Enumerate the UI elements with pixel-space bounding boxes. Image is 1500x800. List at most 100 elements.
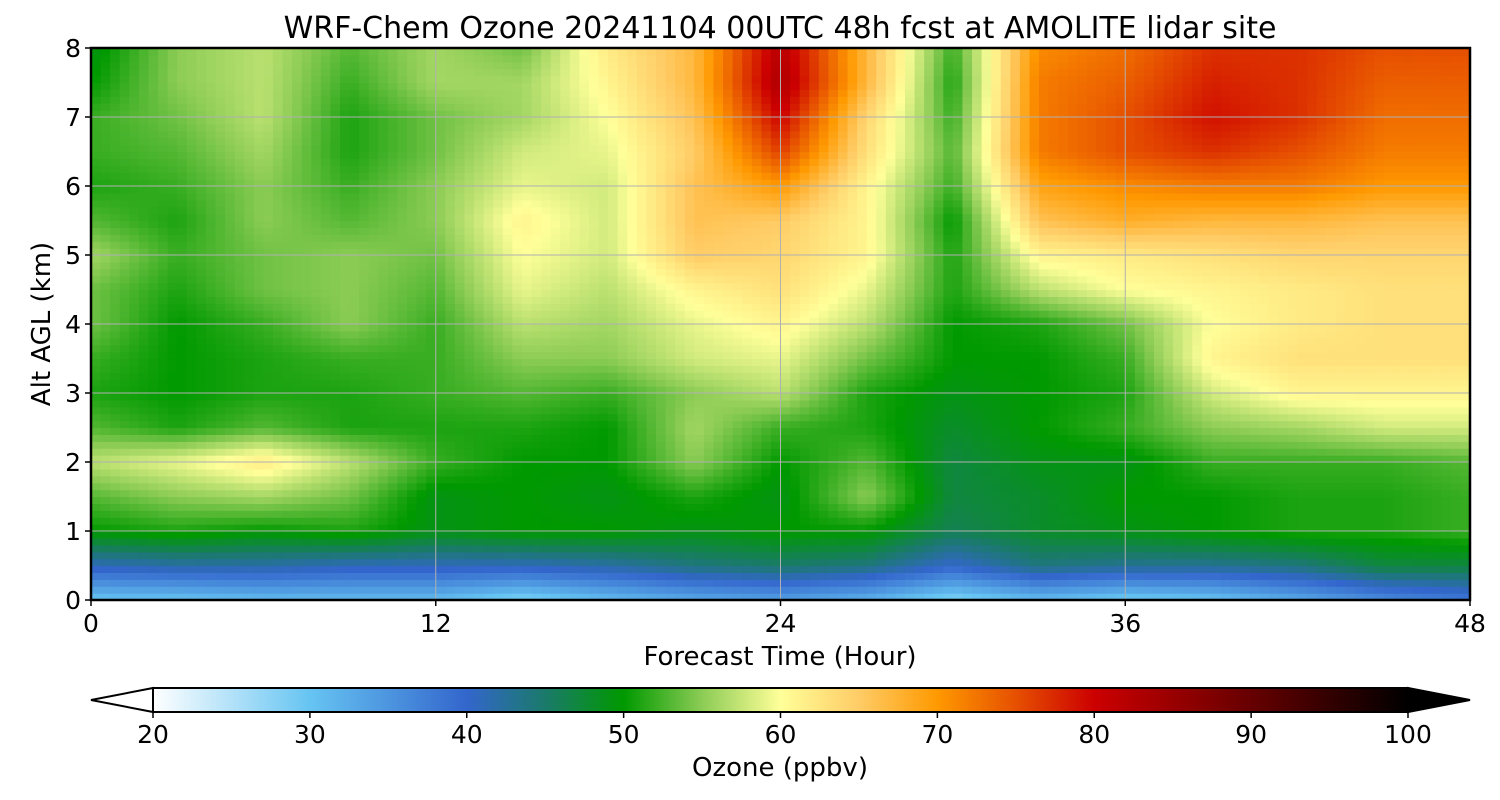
- heatmap-cell: [828, 475, 839, 484]
- heatmap-cell: [1221, 455, 1232, 463]
- heatmap-cell: [454, 462, 466, 470]
- heatmap-cell: [205, 379, 217, 387]
- heatmap-cell: [1316, 572, 1327, 580]
- heatmap-cell: [1058, 558, 1069, 567]
- heatmap-cell: [1134, 517, 1146, 525]
- heatmap-cell: [636, 358, 648, 366]
- heatmap-cell: [292, 482, 303, 491]
- heatmap-cell: [186, 565, 197, 573]
- heatmap-cell: [397, 517, 408, 525]
- heatmap-cell: [263, 434, 274, 442]
- heatmap-cell: [608, 420, 619, 429]
- heatmap-cell: [1106, 531, 1117, 539]
- heatmap-cell: [1402, 524, 1414, 532]
- heatmap-cell: [1335, 386, 1347, 394]
- heatmap-cell: [1048, 579, 1059, 587]
- heatmap-cell: [426, 448, 437, 456]
- heatmap-cell: [416, 551, 427, 560]
- heatmap-cell: [1335, 455, 1347, 463]
- heatmap-cell: [569, 482, 580, 491]
- heatmap-cell: [1086, 462, 1098, 470]
- heatmap-cell: [483, 496, 494, 504]
- heatmap-cell: [215, 427, 226, 435]
- heatmap-cell: [1441, 489, 1452, 498]
- heatmap-cell: [885, 593, 897, 600]
- heatmap-cell: [1402, 379, 1414, 387]
- heatmap-cell: [1230, 427, 1241, 435]
- heatmap-cell: [1163, 462, 1174, 470]
- heatmap-cell: [770, 468, 782, 477]
- heatmap-cell: [608, 413, 619, 422]
- heatmap-cell: [100, 441, 111, 449]
- heatmap-cell: [119, 489, 130, 498]
- heatmap-cell: [215, 365, 226, 373]
- heatmap-cell: [732, 531, 743, 539]
- heatmap-cell: [713, 531, 724, 539]
- heatmap-cell: [1048, 537, 1059, 546]
- heatmap-cell: [866, 406, 877, 415]
- heatmap-cell: [1450, 531, 1462, 539]
- heatmap-cell: [407, 551, 418, 560]
- heatmap-cell: [512, 565, 523, 573]
- heatmap-cell: [1106, 365, 1117, 373]
- heatmap-cell: [636, 517, 648, 525]
- heatmap-cell: [253, 358, 264, 366]
- heatmap-cell: [675, 372, 686, 380]
- heatmap-cell: [1096, 427, 1107, 435]
- heatmap-cell: [770, 379, 782, 387]
- heatmap-cell: [196, 572, 207, 580]
- heatmap-cell: [1153, 579, 1165, 587]
- heatmap-cell: [1000, 427, 1011, 435]
- heatmap-cell: [320, 399, 332, 408]
- heatmap-cell: [943, 462, 954, 470]
- heatmap-cell: [627, 434, 638, 442]
- heatmap-cell: [981, 434, 992, 442]
- heatmap-cell: [608, 358, 619, 366]
- heatmap-cell: [933, 358, 944, 366]
- heatmap-cell: [263, 365, 274, 373]
- heatmap-cell: [885, 420, 897, 429]
- heatmap-cell: [244, 537, 255, 546]
- heatmap-cell: [656, 406, 667, 415]
- heatmap-cell: [1297, 420, 1308, 429]
- heatmap-cell: [608, 503, 619, 511]
- heatmap-cell: [1240, 372, 1251, 380]
- heatmap-cell: [167, 455, 178, 463]
- heatmap-cell: [876, 427, 887, 435]
- heatmap-cell: [454, 365, 466, 373]
- heatmap-cell: [588, 455, 600, 463]
- heatmap-cell: [952, 579, 964, 587]
- heatmap-cell: [857, 579, 868, 587]
- heatmap-cell: [1106, 558, 1117, 567]
- heatmap-cell: [828, 572, 839, 580]
- heatmap-cell: [569, 565, 580, 573]
- heatmap-cell: [665, 586, 676, 594]
- heatmap-cell: [512, 358, 523, 366]
- heatmap-cell: [1000, 510, 1011, 518]
- heatmap-cell: [675, 455, 686, 463]
- heatmap-cell: [569, 427, 580, 435]
- heatmap-cell: [426, 455, 437, 463]
- heatmap-cell: [426, 565, 437, 573]
- heatmap-cell: [1163, 558, 1174, 567]
- heatmap-cell: [1412, 572, 1423, 580]
- heatmap-cell: [924, 482, 935, 491]
- heatmap-cell: [1106, 448, 1117, 456]
- heatmap-cell: [866, 489, 877, 498]
- heatmap-cell: [732, 537, 743, 546]
- heatmap-cell: [378, 358, 389, 366]
- heatmap-cell: [541, 510, 552, 518]
- heatmap-cell: [991, 503, 1002, 511]
- heatmap-cell: [972, 386, 983, 394]
- heatmap-cell: [1134, 565, 1146, 573]
- heatmap-cell: [100, 372, 111, 380]
- heatmap-cell: [876, 572, 887, 580]
- heatmap-cell: [790, 558, 801, 567]
- heatmap-cell: [684, 386, 695, 394]
- heatmap-cell: [895, 393, 906, 401]
- heatmap-cell: [1077, 593, 1088, 600]
- heatmap-cell: [483, 365, 494, 373]
- heatmap-cell: [205, 413, 217, 422]
- heatmap-cell: [349, 427, 360, 435]
- heatmap-cell: [512, 441, 523, 449]
